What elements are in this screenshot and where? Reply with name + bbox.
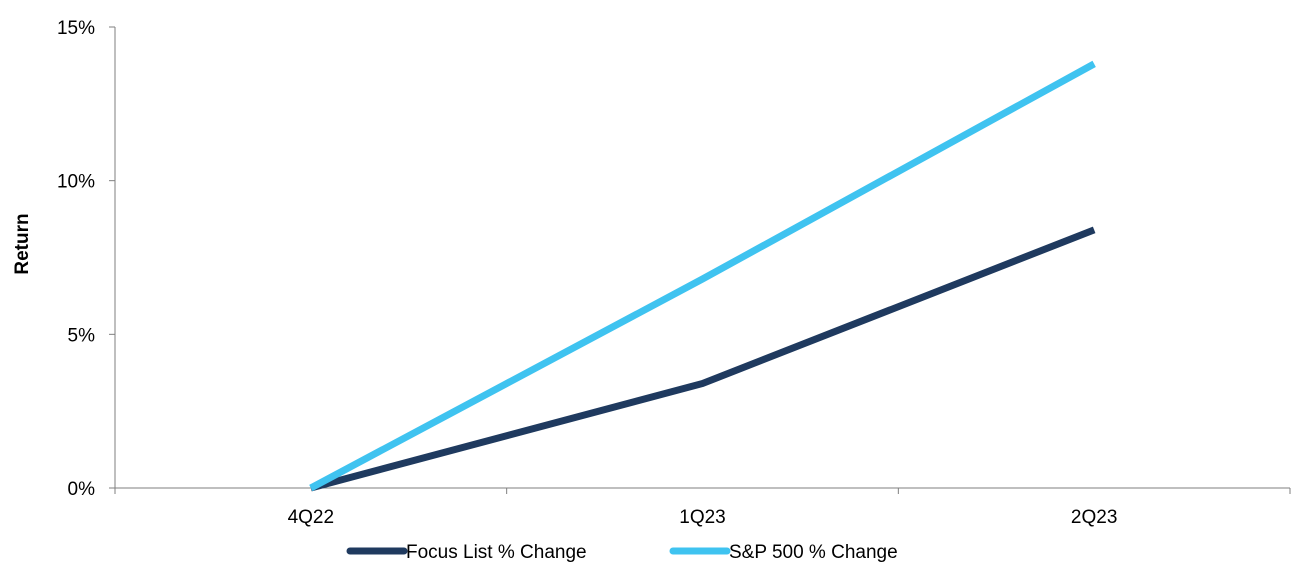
series-line-focus-list: [311, 230, 1094, 488]
x-tick-label: 1Q23: [679, 507, 725, 528]
x-tick-label: 2Q23: [1071, 507, 1117, 528]
axes: [109, 27, 1290, 494]
legend-label: Focus List % Change: [406, 542, 587, 563]
y-tick-label: 0%: [68, 479, 96, 500]
x-tick-label: 4Q22: [288, 507, 334, 528]
y-tick-label: 10%: [57, 172, 95, 193]
y-axis-title: Return: [12, 213, 33, 274]
legend-label: S&P 500 % Change: [729, 542, 898, 563]
y-tick-label: 15%: [57, 18, 95, 39]
y-tick-label: 5%: [68, 325, 96, 346]
series-lines: [311, 64, 1095, 488]
legend: Focus List % Change S&P 500 % Change: [350, 542, 898, 563]
tick-labels: 0% 5% 10% 15% 4Q22 1Q23 2Q23: [57, 18, 1117, 528]
